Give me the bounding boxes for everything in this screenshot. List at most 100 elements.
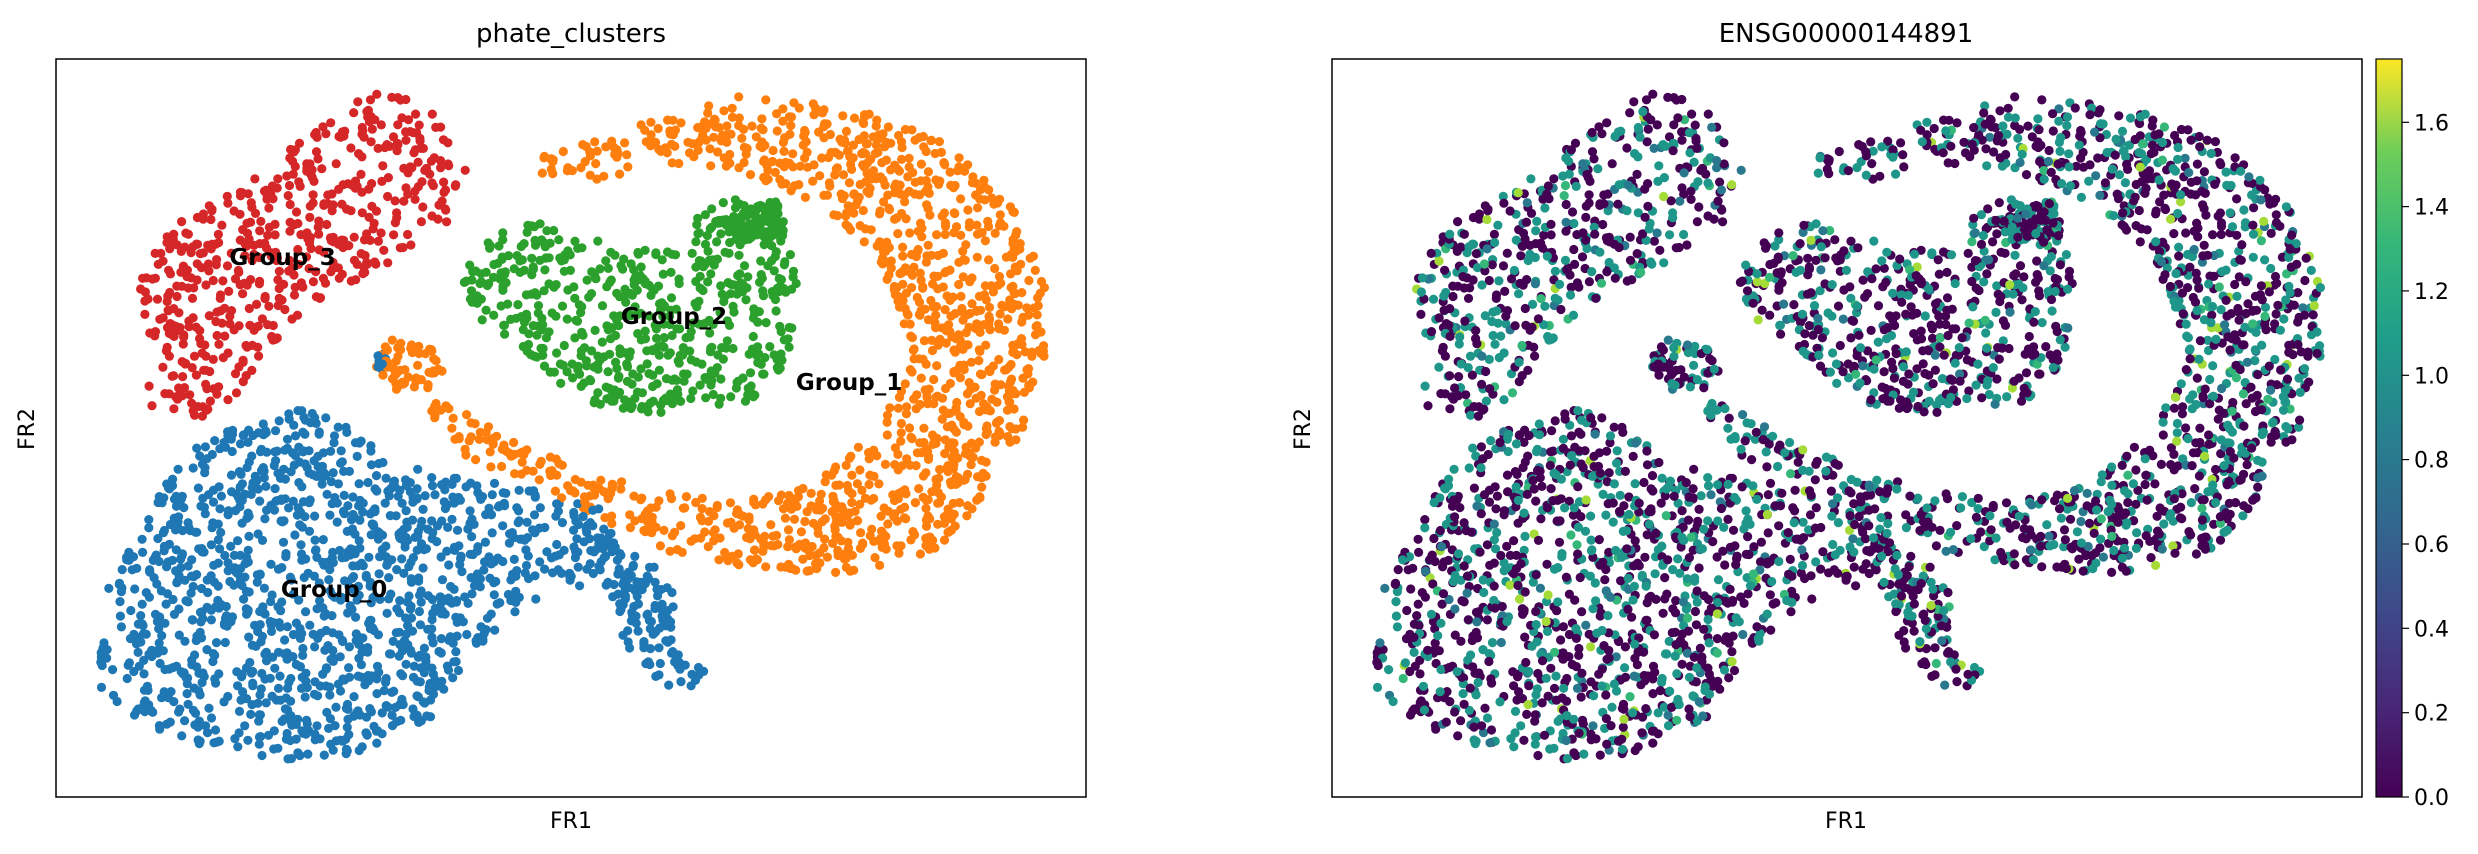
cell-point — [274, 293, 284, 303]
cell-point — [475, 427, 485, 437]
cell-point — [283, 683, 293, 693]
cell-point — [987, 394, 997, 404]
cell-point — [779, 146, 789, 156]
cell-point — [310, 511, 320, 521]
cell-point — [704, 119, 714, 129]
cell-point — [172, 291, 182, 302]
cell-point — [785, 563, 796, 574]
cell-point — [406, 240, 416, 250]
cell-point — [565, 265, 576, 275]
cell-point — [323, 190, 333, 200]
cell-point — [709, 511, 719, 521]
cell-point — [521, 309, 532, 319]
cell-point — [201, 280, 211, 290]
cell-point — [209, 384, 219, 394]
cell-point — [263, 230, 273, 240]
cell-point — [666, 267, 676, 277]
cell-point — [1499, 506, 1510, 516]
cell-point — [395, 596, 405, 606]
cell-point — [759, 156, 769, 167]
cell-point — [298, 427, 308, 437]
cell-point — [926, 135, 936, 145]
cell-point — [549, 367, 560, 377]
cell-point — [961, 240, 971, 250]
cell-point — [481, 305, 491, 315]
cell-point — [206, 540, 216, 550]
cell-point — [928, 430, 938, 440]
cell-point — [806, 501, 816, 511]
cell-point — [310, 729, 320, 739]
cell-point — [990, 263, 1000, 274]
cell-point — [608, 592, 618, 602]
cell-point — [284, 414, 294, 424]
cell-point — [951, 334, 962, 344]
cell-point — [843, 147, 853, 157]
cell-point — [972, 220, 982, 230]
cell-point — [139, 669, 149, 679]
cell-point — [1499, 348, 1509, 358]
cell-point — [965, 277, 975, 287]
cell-point — [310, 535, 320, 545]
cell-point — [321, 681, 331, 691]
cell-point — [814, 127, 824, 137]
cell-point — [177, 549, 188, 559]
cell-point — [366, 530, 376, 540]
cell-point — [597, 301, 608, 311]
cell-point — [999, 325, 1010, 335]
cell-point — [781, 179, 791, 189]
cell-point — [347, 180, 357, 190]
cell-point — [545, 452, 556, 462]
cell-point — [358, 498, 368, 508]
cell-point — [263, 730, 274, 740]
cell-point — [333, 479, 343, 489]
cell-point — [642, 359, 652, 369]
cell-point — [392, 213, 402, 223]
cell-point — [439, 684, 449, 694]
cell-point — [526, 289, 537, 299]
cell-point — [831, 531, 841, 542]
cell-point — [874, 130, 884, 140]
cell-point — [255, 606, 265, 617]
cell-point — [654, 350, 664, 360]
cell-point — [913, 244, 923, 255]
cell-point — [401, 506, 411, 516]
cell-point — [786, 121, 796, 131]
cell-point — [949, 345, 959, 355]
cell-point — [1625, 108, 1635, 118]
cell-point — [411, 109, 421, 119]
cell-point — [616, 484, 626, 494]
cell-point — [894, 548, 904, 558]
cell-point — [373, 143, 383, 153]
cell-point — [257, 668, 267, 679]
cell-point — [787, 323, 797, 333]
cell-point — [872, 451, 882, 461]
cell-point — [768, 199, 779, 209]
cell-point — [642, 517, 653, 527]
cell-point — [896, 418, 907, 429]
cell-point — [940, 449, 950, 459]
cell-point — [754, 307, 764, 317]
cell-point — [1615, 490, 1625, 500]
cell-point — [633, 626, 643, 636]
cell-point — [971, 190, 981, 200]
cell-point — [162, 562, 172, 572]
cell-point — [159, 525, 169, 536]
cell-point — [1493, 220, 1503, 230]
cell-point — [690, 534, 700, 544]
cell-point — [596, 475, 606, 485]
cell-point — [625, 510, 635, 520]
cell-point — [183, 561, 193, 571]
cell-point — [220, 550, 230, 561]
cell-point — [880, 256, 891, 267]
cell-point — [418, 504, 428, 514]
cell-point — [1649, 236, 1659, 246]
cell-point — [563, 285, 573, 295]
cell-point — [712, 363, 722, 373]
cell-point — [137, 599, 147, 609]
cell-point — [859, 162, 869, 172]
cell-point — [408, 704, 418, 714]
cell-point — [788, 162, 798, 172]
cell-point — [426, 345, 436, 355]
cell-point — [708, 389, 718, 400]
cell-point — [1866, 137, 1876, 147]
